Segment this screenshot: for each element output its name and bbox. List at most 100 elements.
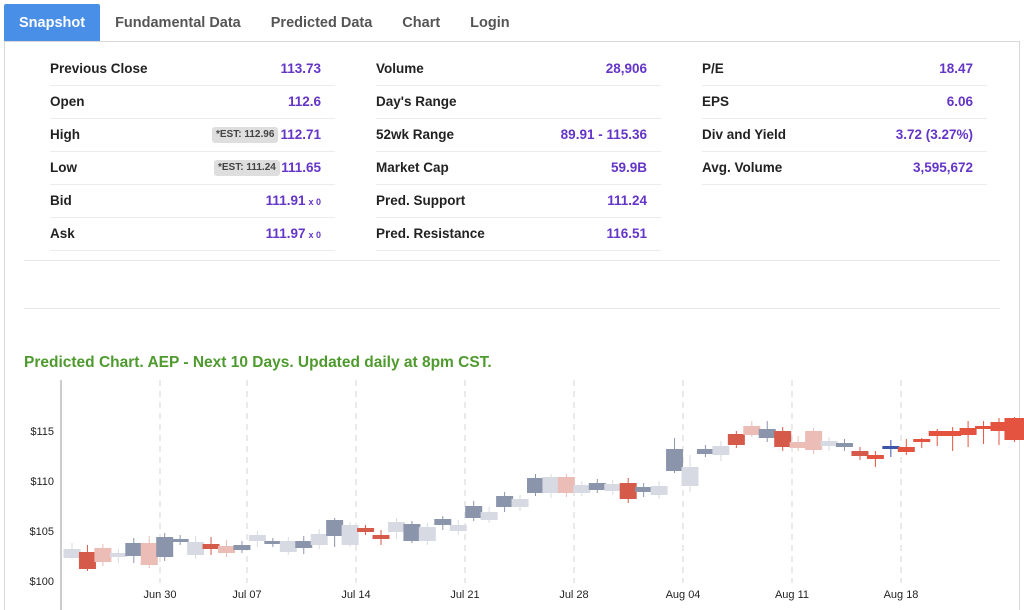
prediction-chart: $100 $105 $110 $115 Jun 30 Jul 07 Jul 14 Jul 21… <box>30 380 1024 610</box>
estimate-badge: *EST: 111.24 <box>214 160 280 176</box>
stat-value: 113.73 <box>280 61 321 76</box>
tab-fundamental-data[interactable]: Fundamental Data <box>115 15 241 31</box>
stat-value: 111.65 <box>281 160 321 175</box>
stat-row-high: High *EST: 112.96 112.71 <box>50 119 335 152</box>
candle-body <box>851 451 869 456</box>
stat-row-previous-close: Previous Close 113.73 <box>50 53 335 86</box>
candle-body <box>480 512 498 520</box>
candle-body <box>264 541 282 544</box>
tab-chart[interactable]: Chart <box>402 15 441 31</box>
candle-body <box>882 446 900 449</box>
stat-value: 112.6 <box>287 94 321 109</box>
snapshot-panel <box>4 41 1020 610</box>
candle-body <box>171 539 189 542</box>
stat-label: Low <box>50 160 77 175</box>
candle-body <box>696 449 714 454</box>
stat-value: 89.91 - 115.36 <box>560 127 647 142</box>
stat-value: 3.72 (3.27%) <box>895 127 973 142</box>
stat-row-open: Open 112.6 <box>50 86 335 119</box>
candle-body <box>527 478 544 493</box>
stat-value: 18.47 <box>939 61 973 76</box>
candle-body <box>403 524 421 541</box>
candle-body <box>295 541 313 548</box>
y-tick-label: $100 <box>30 576 54 588</box>
stat-value: 59.9B <box>610 160 647 175</box>
ask-size: x 0 <box>308 230 321 240</box>
stat-row-low: Low *EST: 111.24 111.65 <box>50 152 335 185</box>
candle-body <box>557 477 575 493</box>
candle-body <box>449 525 467 531</box>
stat-label: Previous Close <box>50 61 148 76</box>
stat-label: Pred. Resistance <box>376 226 485 241</box>
candle-body <box>372 535 390 539</box>
candle-body <box>928 431 946 436</box>
tab-login[interactable]: Login <box>470 15 510 31</box>
candle-body <box>944 431 962 436</box>
stat-label: Pred. Support <box>376 193 466 208</box>
candle-body <box>666 449 684 471</box>
y-tick-label: $115 <box>30 426 54 438</box>
stat-value-group: 111.97 x 0 <box>266 226 321 241</box>
candle-body <box>542 477 560 493</box>
candle-body <box>511 499 529 507</box>
tab-bar: Snapshot Fundamental Data Predicted Data… <box>4 4 525 42</box>
candle-body <box>866 455 884 459</box>
stat-value: 111.24 <box>607 193 647 208</box>
candle-body <box>248 535 266 541</box>
stat-row-pred-support: Pred. Support 111.24 <box>376 185 661 218</box>
candle-body <box>465 506 483 518</box>
candle-body <box>279 541 297 552</box>
candle-body <box>820 441 838 446</box>
candle-body <box>774 431 792 447</box>
bid-size: x 0 <box>308 197 321 207</box>
stat-row-days-range: Day's Range <box>376 86 661 119</box>
x-tick-label: Jun 30 <box>143 589 176 601</box>
candle-body <box>604 484 622 491</box>
candle-body <box>63 549 81 558</box>
stat-label: P/E <box>702 61 724 76</box>
candle-body <box>140 543 158 565</box>
candle-body <box>990 422 1008 431</box>
candle-body <box>496 496 514 507</box>
candle-body <box>913 439 931 442</box>
x-tick-label: Jul 07 <box>232 589 261 601</box>
candle-body <box>187 542 205 555</box>
stat-value: 111.97 <box>265 226 306 241</box>
candle-body <box>758 429 776 438</box>
stat-row-pe: P/E 18.47 <box>702 53 987 86</box>
candle-body <box>357 528 375 532</box>
candle-body <box>975 426 993 429</box>
tab-predicted-data[interactable]: Predicted Data <box>270 15 373 31</box>
stat-row-pred-resistance: Pred. Resistance 116.51 <box>376 218 661 251</box>
chart-title: Predicted Chart. AEP - Next 10 Days. Upd… <box>24 354 492 371</box>
stat-row-div-yield: Div and Yield 3.72 (3.27%) <box>702 119 987 152</box>
candle-body <box>218 546 235 553</box>
stat-label: Open <box>50 94 85 109</box>
candle-body <box>650 486 668 495</box>
candle-body <box>78 552 96 569</box>
candle-body <box>635 487 653 492</box>
stat-label: Bid <box>50 193 72 208</box>
stat-value: 112.71 <box>280 127 321 142</box>
divider <box>24 260 1000 261</box>
candle-body <box>681 467 699 486</box>
tab-snapshot[interactable]: Snapshot <box>4 4 101 42</box>
candle-body <box>727 434 745 445</box>
x-tick-label: Aug 18 <box>884 589 919 601</box>
candle-body <box>712 446 730 455</box>
stat-label: EPS <box>702 94 730 109</box>
stat-row-eps: EPS 6.06 <box>702 86 987 119</box>
stat-value: 111.91 <box>265 193 306 208</box>
candle-body <box>1004 418 1024 440</box>
stat-row-ask: Ask 111.97 x 0 <box>50 218 335 251</box>
candle-body <box>836 443 853 447</box>
stat-label: Ask <box>50 226 75 241</box>
candle-body <box>310 534 328 545</box>
candle-body <box>789 442 807 448</box>
stat-label: Day's Range <box>376 94 457 109</box>
x-tick-label: Jul 21 <box>450 589 479 601</box>
candle-body <box>341 525 359 545</box>
stat-label: 52wk Range <box>376 127 455 142</box>
stat-label: Volume <box>376 61 424 76</box>
stat-row-market-cap: Market Cap 59.9B <box>376 152 661 185</box>
